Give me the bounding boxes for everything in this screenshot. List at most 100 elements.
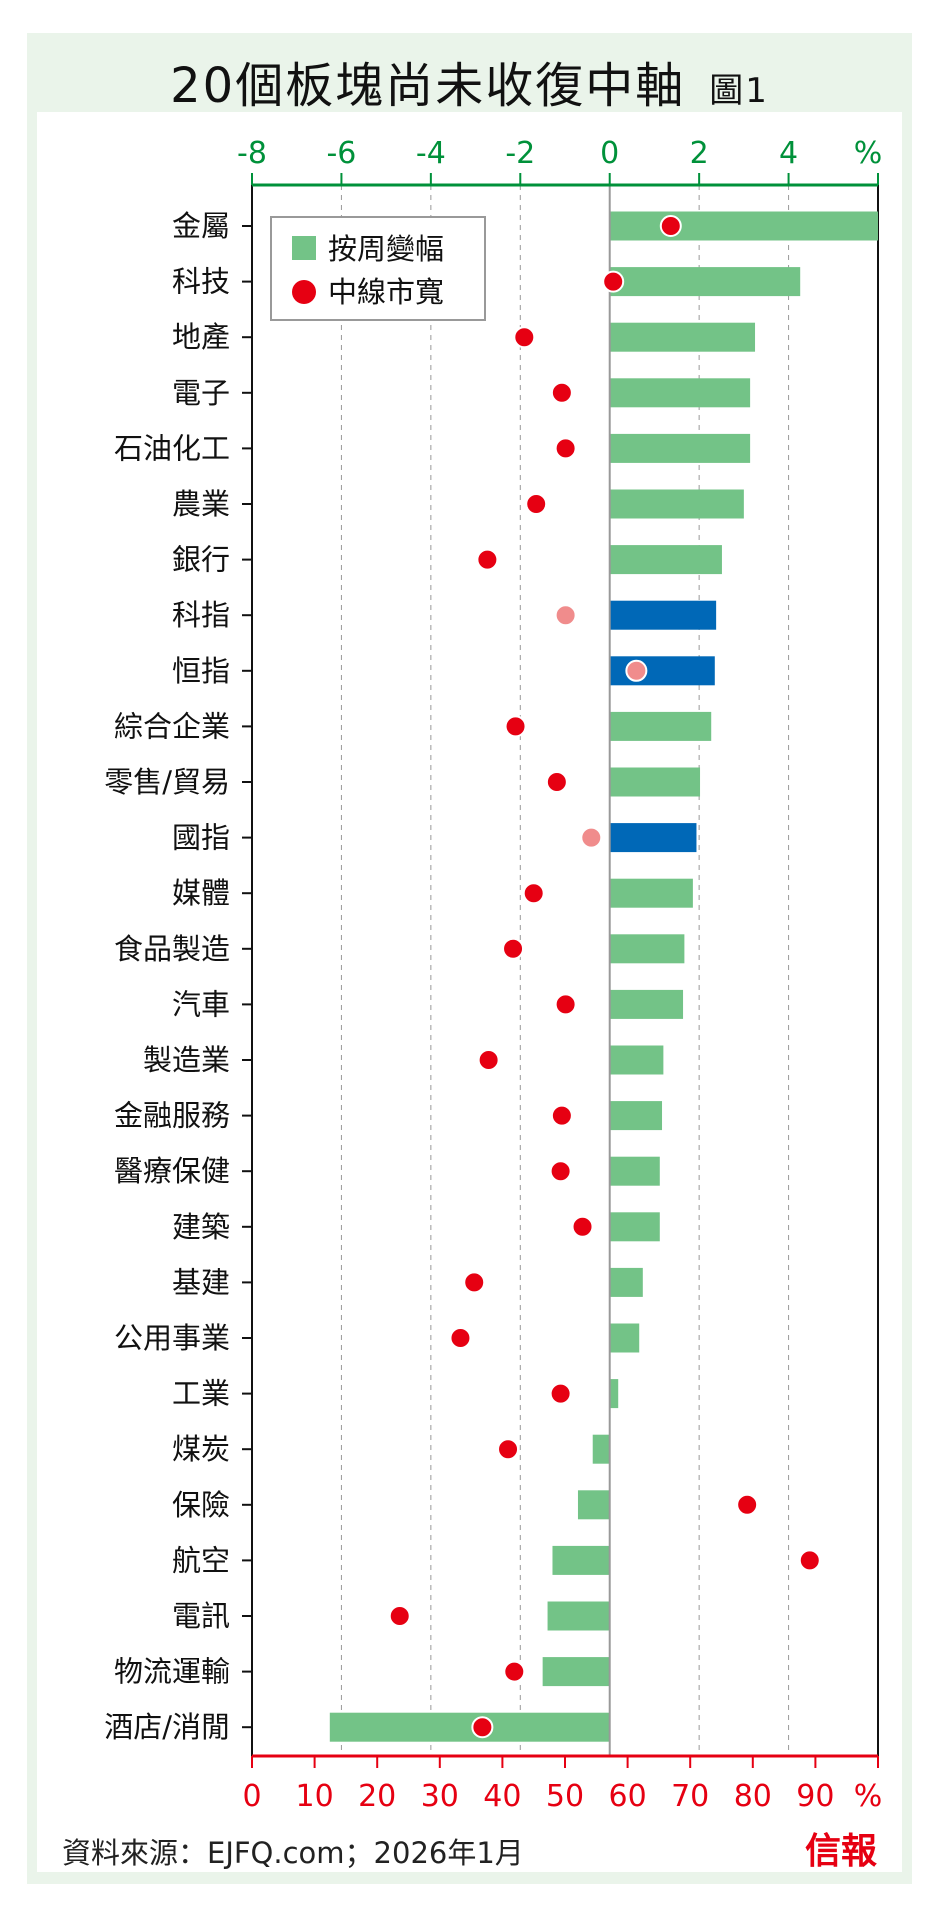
category-label: 科指 xyxy=(172,598,230,632)
bar-24 xyxy=(577,1490,610,1520)
category-label: 製造業 xyxy=(143,1043,230,1077)
bar-28 xyxy=(329,1712,610,1742)
dot-2 xyxy=(602,270,625,293)
bar-5 xyxy=(609,433,751,463)
top-tick-label: -6 xyxy=(326,136,356,171)
dot-1 xyxy=(659,215,682,237)
top-tick-label: 0 xyxy=(600,136,619,171)
dot-4 xyxy=(550,381,573,404)
dot-24 xyxy=(736,1493,759,1516)
dot-5 xyxy=(554,437,577,460)
dot-28 xyxy=(471,1716,494,1739)
bar-1 xyxy=(609,211,878,241)
bar-10 xyxy=(609,711,712,741)
legend-dot-swatch xyxy=(292,280,316,304)
bar-4 xyxy=(609,378,751,408)
figure-label: 圖1 xyxy=(709,71,769,111)
dot-15 xyxy=(554,993,577,1016)
category-label: 酒店/消閒 xyxy=(104,1710,230,1744)
bar-16 xyxy=(609,1045,664,1075)
category-label: 基建 xyxy=(172,1265,230,1299)
category-label: 地產 xyxy=(172,320,230,354)
category-label: 金屬 xyxy=(172,209,230,243)
dot-6 xyxy=(525,493,548,515)
bottom-tick-label: 0 xyxy=(242,1779,261,1814)
bar-18 xyxy=(609,1156,660,1186)
category-label: 科技 xyxy=(172,265,230,299)
dot-20 xyxy=(463,1271,486,1294)
dot-17 xyxy=(550,1104,573,1127)
category-label: 保險 xyxy=(172,1488,230,1522)
bottom-tick-label: 90 xyxy=(796,1779,834,1814)
dot-8 xyxy=(554,604,577,627)
legend-label-breadth: 中線市寬 xyxy=(328,275,444,309)
bar-11 xyxy=(609,767,701,797)
bar-27 xyxy=(542,1657,610,1687)
top-axis-unit: % xyxy=(854,136,883,171)
bar-19 xyxy=(609,1212,660,1242)
legend-label-weekly-change: 按周變幅 xyxy=(328,232,444,266)
dot-19 xyxy=(571,1215,594,1238)
dot-7 xyxy=(476,548,499,571)
dot-14 xyxy=(502,937,525,960)
dot-9 xyxy=(625,659,648,682)
bottom-tick-label: 50 xyxy=(546,1779,584,1814)
category-label: 媒體 xyxy=(172,876,230,910)
category-label: 國指 xyxy=(172,821,230,855)
bar-23 xyxy=(592,1434,610,1464)
bar-12 xyxy=(609,823,697,853)
top-tick-label: -4 xyxy=(416,136,446,171)
category-label: 食品製造 xyxy=(114,932,230,966)
category-label: 農業 xyxy=(172,487,230,521)
dot-27 xyxy=(503,1660,526,1683)
dot-18 xyxy=(549,1160,572,1183)
dot-26 xyxy=(388,1605,411,1627)
bar-7 xyxy=(609,545,722,575)
category-label: 物流運輸 xyxy=(114,1655,230,1689)
category-label: 恒指 xyxy=(172,654,230,688)
category-label: 銀行 xyxy=(172,543,230,577)
bar-2 xyxy=(609,267,801,297)
top-tick-label: -2 xyxy=(505,136,535,171)
bar-26 xyxy=(547,1601,610,1631)
source-note: 資料來源：EJFQ.com；2026年1月 xyxy=(62,1836,524,1870)
dot-21 xyxy=(449,1327,472,1349)
bar-8 xyxy=(609,600,717,630)
top-tick-label: 2 xyxy=(690,136,709,171)
category-label: 工業 xyxy=(172,1377,230,1411)
bottom-tick-label: 70 xyxy=(671,1779,709,1814)
dot-13 xyxy=(522,882,545,905)
category-label: 綜合企業 xyxy=(114,709,230,743)
dot-3 xyxy=(513,326,536,349)
bar-25 xyxy=(552,1545,610,1575)
legend-bar-swatch xyxy=(292,236,316,260)
category-label: 公用事業 xyxy=(114,1321,230,1355)
category-label: 零售/貿易 xyxy=(104,765,230,799)
bottom-tick-label: 10 xyxy=(296,1779,334,1814)
category-label: 建築 xyxy=(172,1210,230,1244)
bar-20 xyxy=(609,1267,643,1297)
bottom-axis-unit: % xyxy=(854,1779,883,1814)
bar-13 xyxy=(609,878,693,908)
dot-10 xyxy=(504,715,527,738)
category-label: 煤炭 xyxy=(172,1432,230,1466)
bottom-tick-label: 30 xyxy=(421,1779,459,1814)
category-label: 金融服務 xyxy=(114,1099,230,1133)
bar-14 xyxy=(609,934,685,964)
bar-6 xyxy=(609,489,744,519)
category-label: 醫療保健 xyxy=(114,1154,230,1188)
publisher-logo: 信報 xyxy=(805,1830,878,1872)
category-label: 電子 xyxy=(172,376,230,410)
bar-22 xyxy=(609,1379,619,1409)
top-tick-label: -8 xyxy=(237,136,267,171)
dot-25 xyxy=(798,1549,821,1572)
dot-12 xyxy=(580,826,603,849)
bottom-tick-label: 40 xyxy=(483,1779,521,1814)
category-label: 航空 xyxy=(172,1543,230,1577)
top-tick-label: 4 xyxy=(779,136,798,171)
category-label: 電訊 xyxy=(172,1599,230,1633)
bar-17 xyxy=(609,1101,663,1131)
chart-panel xyxy=(37,112,902,1872)
bottom-tick-label: 80 xyxy=(734,1779,772,1814)
